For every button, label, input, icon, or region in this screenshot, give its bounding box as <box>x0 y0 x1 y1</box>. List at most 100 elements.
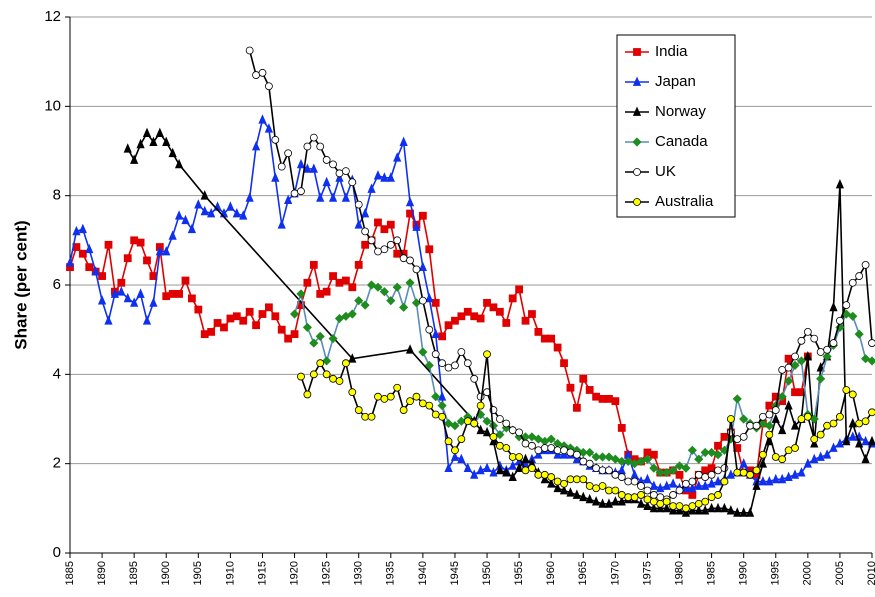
marker <box>643 486 652 495</box>
marker <box>72 225 81 236</box>
marker <box>366 280 377 290</box>
marker <box>386 172 395 182</box>
marker <box>443 418 454 429</box>
marker <box>598 466 607 475</box>
marker <box>78 249 87 258</box>
marker <box>771 453 780 461</box>
marker <box>714 441 722 450</box>
marker <box>713 502 723 513</box>
marker <box>726 415 735 423</box>
marker <box>617 491 626 499</box>
marker <box>360 300 370 310</box>
marker <box>611 470 620 479</box>
marker <box>540 334 549 343</box>
marker <box>252 321 260 330</box>
marker <box>322 370 331 379</box>
marker <box>739 414 749 424</box>
marker <box>354 296 364 306</box>
marker <box>823 345 831 354</box>
marker <box>560 446 568 455</box>
marker <box>572 489 581 499</box>
marker <box>796 356 806 366</box>
marker <box>630 459 640 469</box>
marker <box>784 363 793 372</box>
marker <box>855 419 864 428</box>
x-tick-label: 1920 <box>288 561 300 585</box>
marker <box>649 480 658 490</box>
marker <box>778 424 787 435</box>
marker <box>264 303 273 312</box>
marker <box>669 502 678 511</box>
marker <box>309 133 318 142</box>
marker <box>816 362 825 372</box>
marker <box>803 412 812 421</box>
x-tick-label: 2005 <box>834 561 846 585</box>
marker <box>566 487 575 497</box>
marker <box>463 307 472 316</box>
marker <box>682 504 690 513</box>
marker <box>649 497 658 506</box>
marker <box>438 391 447 401</box>
marker <box>758 476 768 486</box>
marker <box>181 214 190 225</box>
marker <box>540 473 549 484</box>
marker <box>681 507 691 517</box>
marker <box>444 437 453 446</box>
marker <box>451 361 459 370</box>
legend-label: Canada <box>655 133 708 150</box>
marker <box>483 350 491 359</box>
marker <box>476 424 485 435</box>
marker <box>528 464 536 473</box>
y-tick-label: 12 <box>44 8 61 25</box>
marker <box>463 462 472 473</box>
marker <box>451 446 459 455</box>
marker <box>771 473 780 484</box>
marker <box>605 394 613 403</box>
marker <box>585 459 594 468</box>
marker <box>861 453 870 464</box>
marker <box>97 295 107 305</box>
marker <box>733 468 742 477</box>
marker <box>309 338 319 348</box>
marker <box>264 123 274 133</box>
marker <box>207 327 216 336</box>
x-tick-label: 1895 <box>128 561 140 585</box>
marker <box>303 163 312 173</box>
marker <box>438 359 447 368</box>
marker <box>495 430 505 440</box>
marker <box>213 319 222 327</box>
marker <box>123 254 132 263</box>
marker <box>528 310 536 318</box>
x-tick-label: 1965 <box>577 561 589 585</box>
marker <box>547 444 556 452</box>
marker <box>425 292 434 303</box>
marker <box>406 256 414 265</box>
marker <box>476 401 485 410</box>
marker <box>335 278 344 287</box>
marker <box>174 158 184 169</box>
marker <box>822 351 832 362</box>
marker <box>713 450 723 460</box>
marker <box>617 424 626 432</box>
series <box>289 278 875 478</box>
marker <box>162 292 171 301</box>
marker <box>322 156 331 164</box>
marker <box>348 353 357 363</box>
marker <box>232 208 241 218</box>
marker <box>142 127 152 138</box>
marker <box>258 68 267 77</box>
marker <box>688 477 697 486</box>
marker <box>643 500 652 511</box>
marker <box>592 464 601 473</box>
marker <box>559 484 569 495</box>
marker <box>656 493 665 502</box>
marker <box>65 257 75 267</box>
y-tick-label: 10 <box>44 97 61 114</box>
marker <box>713 476 723 486</box>
x-tick-label: 1890 <box>96 561 108 585</box>
marker <box>495 441 504 450</box>
marker <box>649 463 659 473</box>
marker <box>778 473 787 484</box>
marker <box>431 350 440 359</box>
marker <box>361 240 370 249</box>
